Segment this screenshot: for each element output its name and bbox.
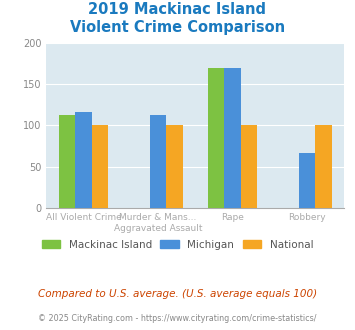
Bar xyxy=(299,153,315,208)
Text: Aggravated Assault: Aggravated Assault xyxy=(114,224,202,233)
Bar xyxy=(241,124,257,208)
Bar xyxy=(224,68,241,208)
Legend: Mackinac Island, Michigan, National: Mackinac Island, Michigan, National xyxy=(38,236,317,254)
Bar xyxy=(75,112,92,208)
Text: Robbery: Robbery xyxy=(288,213,326,222)
Text: Murder & Mans...: Murder & Mans... xyxy=(119,213,197,222)
Bar xyxy=(150,115,166,208)
Text: 2019 Mackinac Island: 2019 Mackinac Island xyxy=(88,2,267,16)
Bar xyxy=(92,124,108,208)
Bar xyxy=(59,115,75,208)
Text: Violent Crime Comparison: Violent Crime Comparison xyxy=(70,20,285,35)
Text: Rape: Rape xyxy=(221,213,244,222)
Text: © 2025 CityRating.com - https://www.cityrating.com/crime-statistics/: © 2025 CityRating.com - https://www.city… xyxy=(38,314,317,323)
Bar xyxy=(315,124,332,208)
Bar xyxy=(166,124,182,208)
Bar xyxy=(208,68,224,208)
Text: Compared to U.S. average. (U.S. average equals 100): Compared to U.S. average. (U.S. average … xyxy=(38,289,317,299)
Text: All Violent Crime: All Violent Crime xyxy=(45,213,121,222)
